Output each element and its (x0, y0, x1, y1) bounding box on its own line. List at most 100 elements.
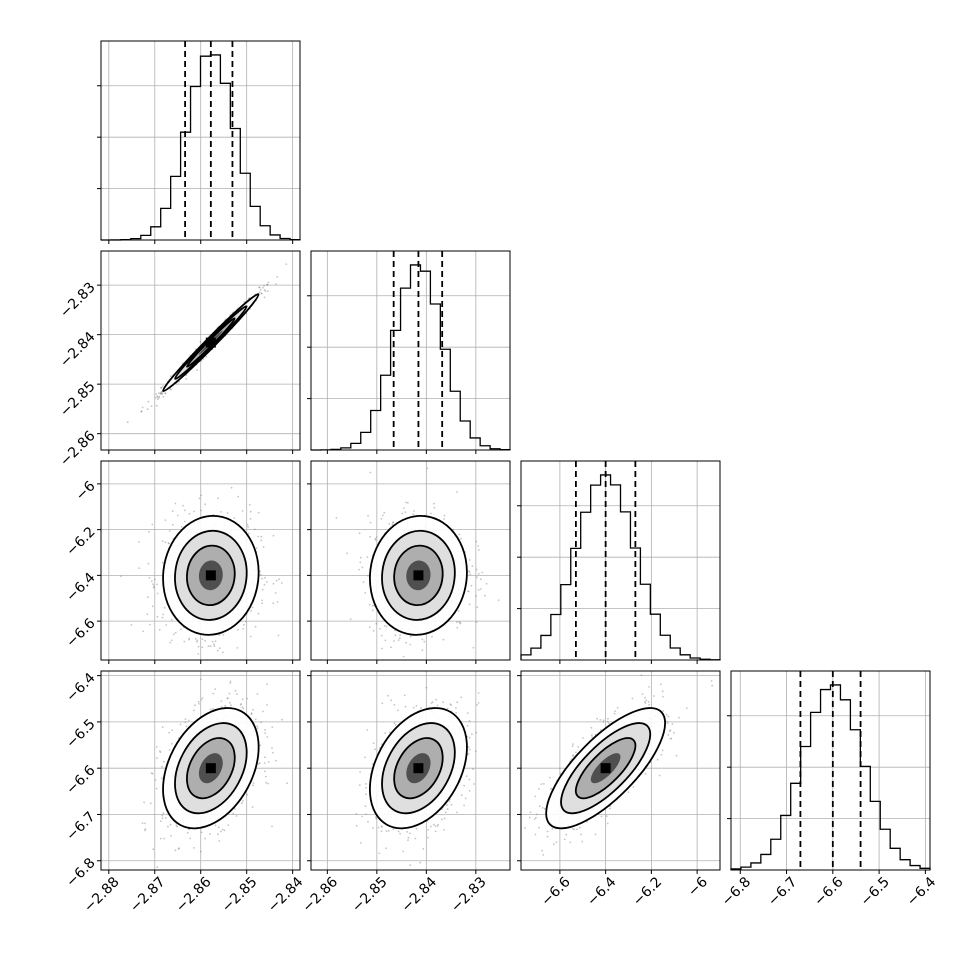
sample-point (169, 641, 172, 644)
sample-point (160, 393, 162, 395)
sample-point (263, 296, 266, 299)
sample-point (259, 744, 262, 747)
sample-point (141, 406, 144, 409)
sample-point (152, 585, 155, 587)
sample-point (402, 655, 405, 658)
sample-point (154, 779, 157, 781)
sample-point (199, 341, 202, 343)
sample-point (204, 503, 207, 506)
contour-0 (369, 707, 468, 830)
sample-point (459, 621, 461, 624)
sample-point (392, 828, 395, 831)
sample-point (263, 762, 266, 764)
sample-point (262, 546, 265, 548)
sample-point (367, 574, 369, 577)
sample-point (372, 742, 375, 745)
y-tick-label: −2.84 (57, 329, 99, 371)
y-tick-label: −6.5 (63, 716, 98, 751)
sample-point (243, 301, 246, 303)
sample-point (152, 586, 155, 589)
sample-point (467, 570, 470, 572)
sample-point (475, 595, 477, 597)
sample-point (285, 263, 288, 265)
sample-point (364, 805, 367, 808)
sample-point (214, 824, 217, 827)
sample-point (422, 848, 425, 850)
sample-point (155, 404, 158, 407)
sample-point (665, 713, 668, 716)
sample-point (468, 736, 471, 739)
sample-point (167, 825, 169, 828)
sample-point (430, 512, 432, 515)
sample-point (368, 603, 371, 606)
sample-point (188, 512, 191, 515)
sample-point (412, 513, 415, 516)
sample-point (456, 701, 459, 704)
sample-point (217, 826, 220, 829)
sample-point (217, 497, 219, 500)
sample-point (143, 801, 146, 804)
sample-point (571, 827, 574, 830)
sample-point (158, 628, 161, 631)
sample-point (267, 761, 270, 763)
sample-point (399, 832, 401, 835)
sample-point (267, 782, 269, 785)
sample-point (165, 624, 168, 626)
sample-point (448, 800, 451, 802)
sample-point (171, 510, 174, 512)
sample-point (466, 712, 469, 714)
sample-point (220, 830, 222, 833)
panel-frame (310, 670, 511, 871)
sample-point (154, 397, 157, 399)
sample-point (164, 519, 167, 521)
y-tick-label: −6.8 (63, 855, 98, 890)
sample-point (156, 583, 159, 586)
sample-point (159, 392, 162, 395)
sample-point (251, 606, 254, 609)
sample-point (164, 541, 167, 544)
y-tick-label: −2.83 (57, 279, 99, 321)
sample-point (366, 729, 369, 731)
density-peak (205, 763, 216, 774)
sample-point (431, 701, 434, 704)
sample-point (146, 408, 149, 411)
sample-point (159, 820, 162, 823)
sample-point (160, 392, 163, 395)
sample-point (241, 510, 244, 512)
x-tick-label: −2.85 (349, 874, 391, 916)
sample-point (164, 392, 167, 395)
sample-point (542, 854, 545, 856)
sample-point (468, 778, 471, 781)
sample-point (217, 649, 219, 652)
sample-point (264, 756, 266, 759)
sample-point (361, 815, 363, 818)
sample-point (599, 729, 602, 731)
sample-point (385, 847, 387, 850)
sample-point (207, 645, 210, 647)
sample-point (469, 573, 472, 576)
sample-point (369, 536, 371, 538)
sample-point (144, 829, 146, 832)
sample-point (161, 817, 164, 820)
sample-point (218, 840, 221, 842)
sample-point (263, 284, 265, 287)
sample-point (467, 746, 470, 748)
sample-point (264, 732, 266, 734)
sample-point (142, 630, 145, 633)
sample-point (243, 623, 245, 626)
sample-point (380, 647, 383, 650)
sample-point (419, 861, 422, 864)
sample-point (455, 621, 458, 624)
sample-point (204, 837, 206, 840)
sample-point (443, 514, 446, 517)
sample-point (359, 561, 362, 564)
sample-point (434, 830, 437, 833)
sample-point (458, 533, 461, 536)
sample-point (476, 606, 479, 609)
sample-point (436, 825, 439, 827)
sample-point (200, 678, 202, 681)
sample-point (254, 718, 257, 721)
sample-point (658, 774, 661, 777)
sample-point (475, 621, 478, 623)
sample-point (433, 502, 435, 505)
